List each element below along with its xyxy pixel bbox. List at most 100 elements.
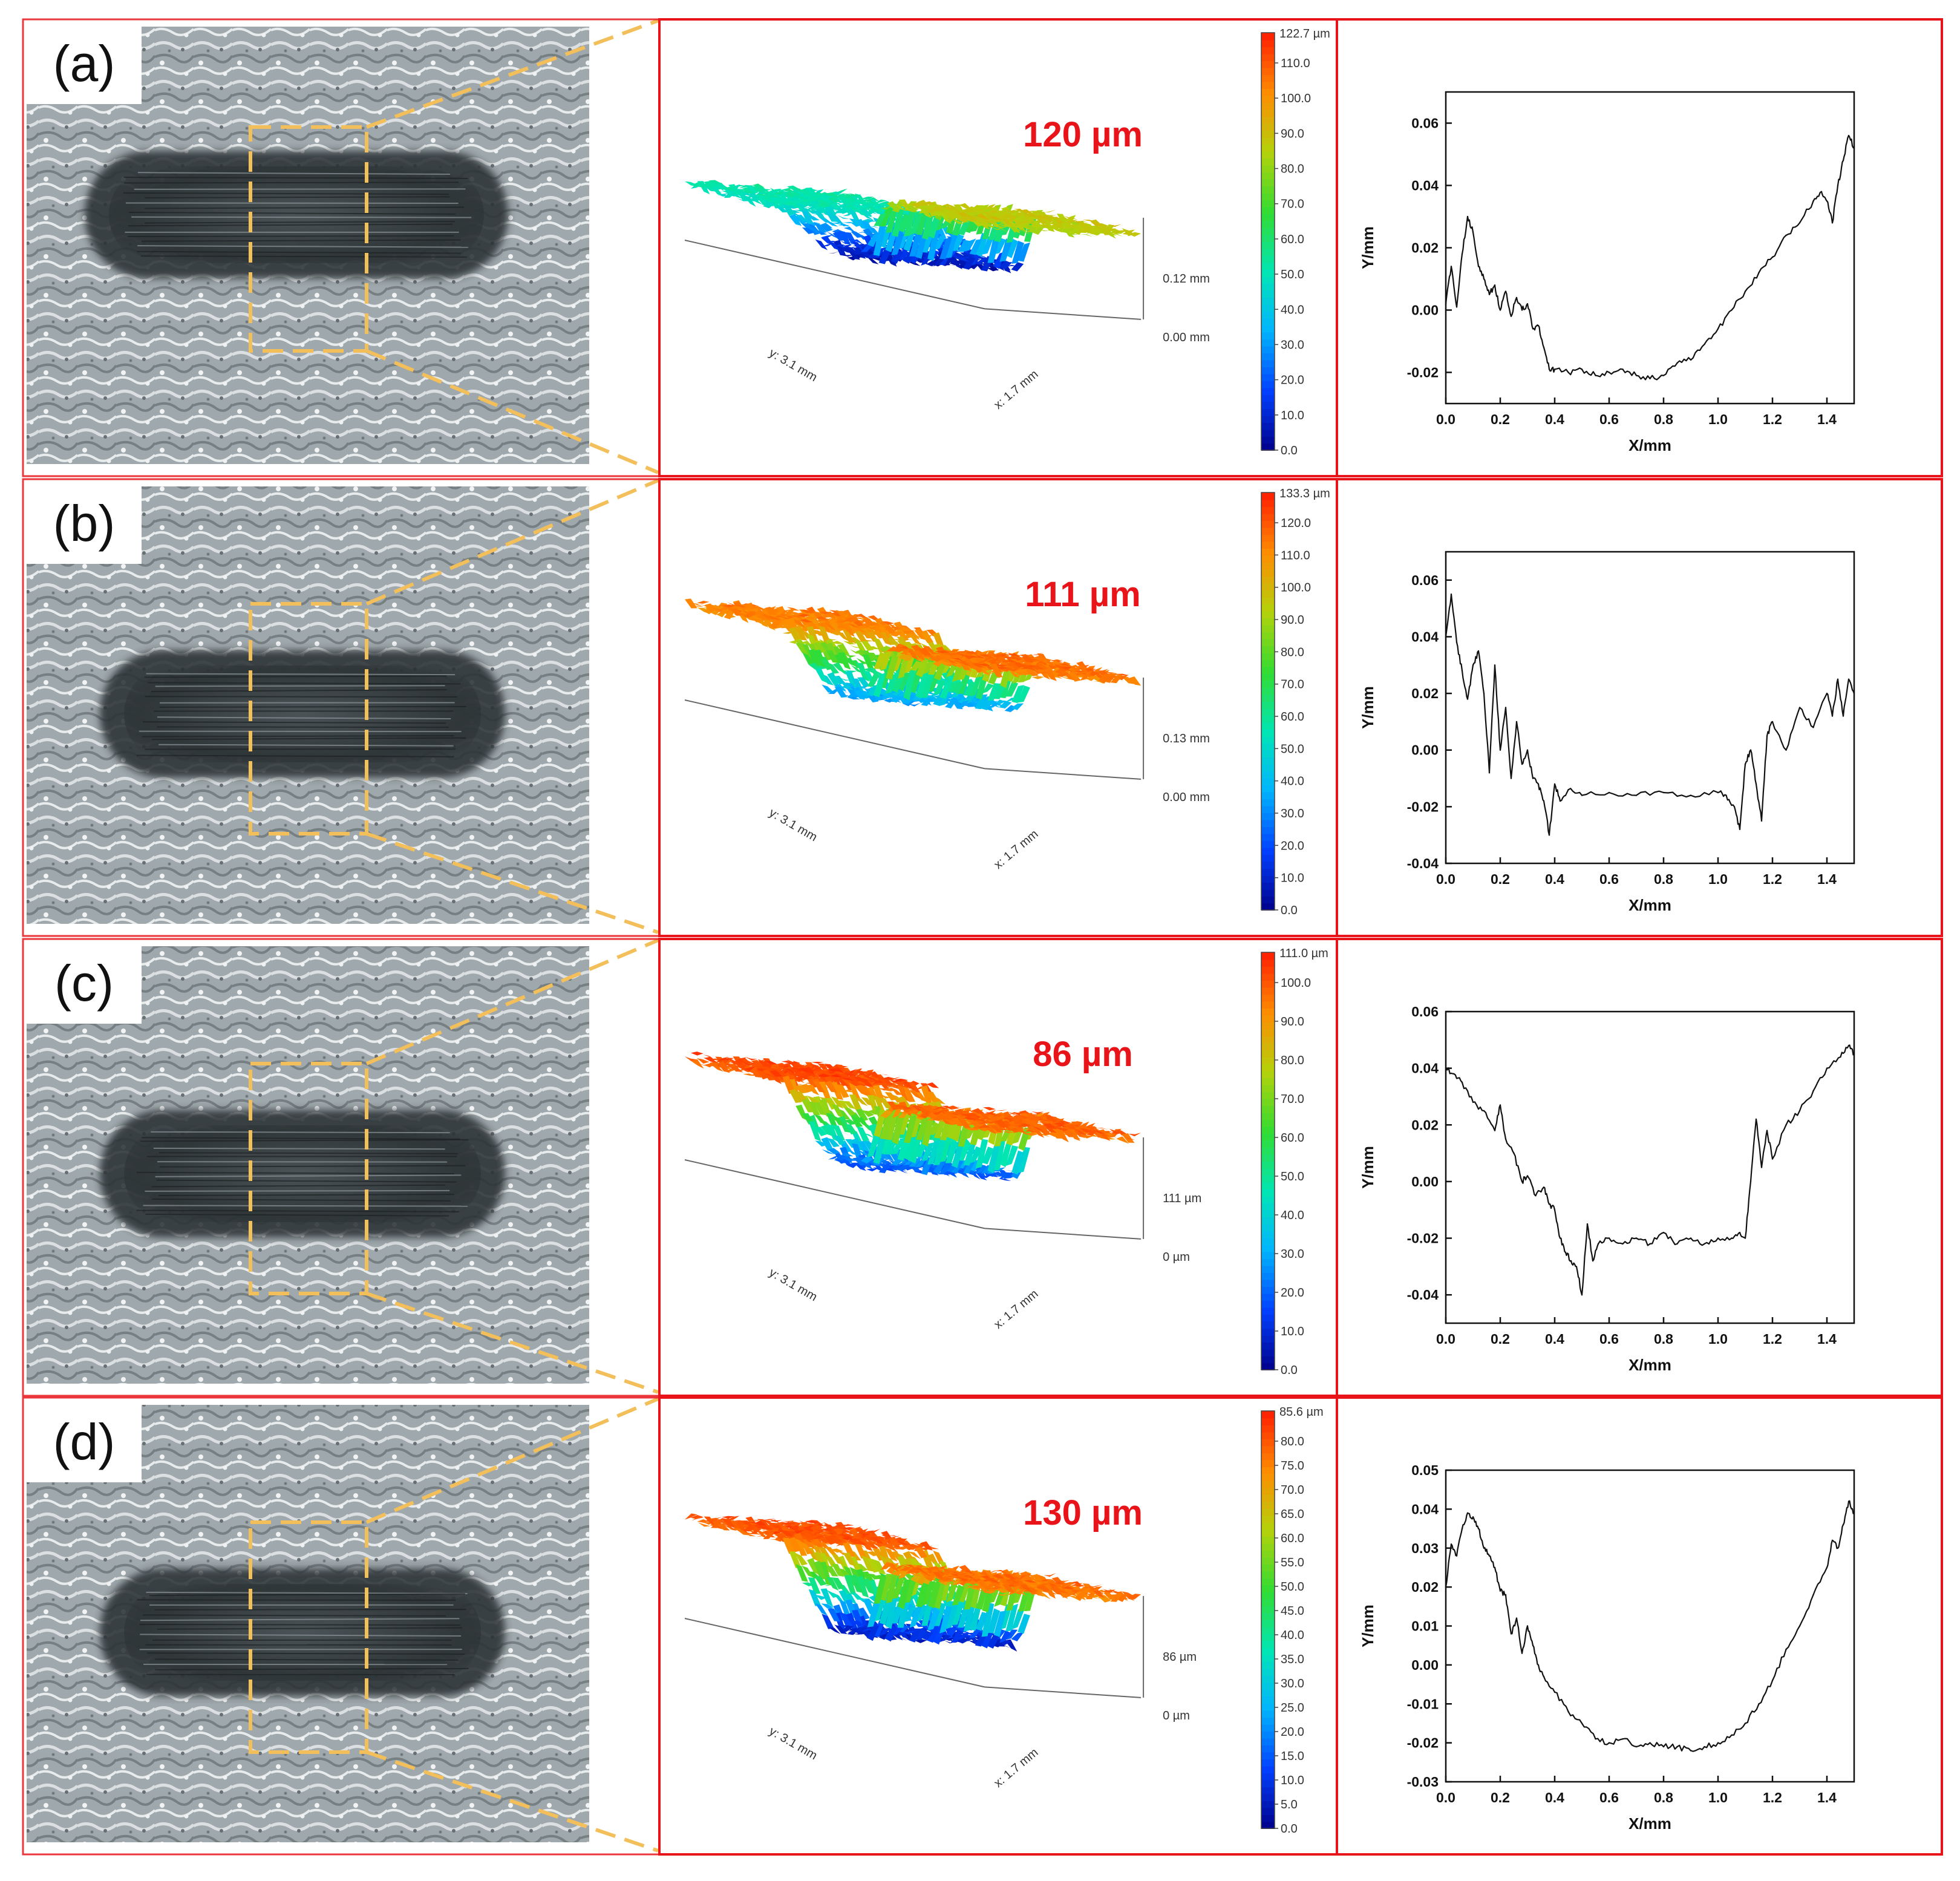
surface-cell [839, 240, 852, 244]
surface-cell [966, 207, 979, 213]
surface-cell [912, 1106, 925, 1108]
surface-cell [892, 208, 904, 237]
surface-cell [1019, 668, 1032, 675]
colorbar-segment [1261, 520, 1275, 528]
surface-cell [820, 1125, 834, 1137]
surface-cell [837, 1100, 850, 1110]
surface-cell [1018, 1123, 1031, 1127]
colorbar-segment [1261, 562, 1275, 570]
surface-cell [902, 1166, 915, 1170]
surface-cell [884, 1088, 897, 1091]
surface-cell [843, 630, 855, 643]
surface-y-axis-label: y: 3.1 mm [767, 806, 820, 844]
surface-cell [825, 1081, 837, 1093]
surface-cell [964, 1578, 977, 1610]
surface-cell [999, 260, 1012, 270]
surface-cell [857, 677, 870, 687]
surface-cell [861, 221, 875, 234]
surface-cell [975, 257, 988, 265]
profile-point [1461, 253, 1463, 255]
surface-cell [993, 1611, 1007, 1637]
colorbar-segment [1261, 666, 1275, 674]
surface-cell [822, 1530, 834, 1534]
colorbar-segment [1261, 813, 1275, 820]
surface-cell [818, 1525, 831, 1526]
surface-cell [857, 1533, 871, 1536]
colorbar-segment [1261, 436, 1275, 444]
colorbar-segment [1261, 708, 1275, 716]
surface-cell [872, 1079, 884, 1085]
surface-cell [863, 668, 875, 674]
colorbar-tick-label: 80.0 [1281, 163, 1304, 176]
surface-cell [891, 1139, 904, 1154]
surface-cell [815, 668, 828, 684]
colorbar-segment [1261, 513, 1275, 521]
surface-cell [1116, 1136, 1129, 1144]
surface-cell [993, 238, 1007, 255]
profile-point [1608, 371, 1610, 373]
wear-track-line [155, 1667, 469, 1670]
colorbar-segment [1261, 1036, 1275, 1044]
surface-cell [964, 1117, 977, 1120]
magnified-region-box [249, 1062, 368, 1295]
colorbar-segment [1261, 1209, 1275, 1217]
profile-point [1559, 1237, 1561, 1239]
surface-cell [1050, 227, 1063, 229]
surface-cell [962, 704, 975, 707]
surface-cell [909, 1090, 922, 1099]
surface-cell [1080, 234, 1093, 237]
profile-point [1771, 256, 1774, 258]
wear-track-line [123, 177, 468, 179]
profile-point [1483, 278, 1485, 280]
surface-cell [856, 1117, 869, 1127]
surface-cell [915, 676, 928, 698]
magnified-region-box [249, 125, 368, 353]
colorbar-segment [1261, 624, 1275, 632]
surface-cell [840, 245, 853, 249]
surface-cell [889, 1086, 902, 1090]
surface-cell [1068, 228, 1081, 235]
colorbar-segment [1261, 1286, 1275, 1294]
colorbar-segment [1261, 1168, 1275, 1176]
colorbar-segment [1261, 255, 1275, 263]
surface-cell [1110, 675, 1123, 684]
surface-axis-y [684, 1618, 985, 1688]
surface-cell [1062, 1130, 1075, 1137]
surface-cell [884, 1543, 897, 1552]
surface-cell [785, 195, 799, 199]
surface-cell [691, 1059, 704, 1069]
profile-point [1499, 1104, 1501, 1106]
surface-cell [871, 1537, 884, 1545]
surface-cell [939, 1165, 952, 1174]
surface-cell [927, 1139, 940, 1165]
surface-cell [1056, 1130, 1069, 1143]
surface-cell [996, 667, 1009, 670]
surface-cell [843, 641, 856, 645]
surface-cell [989, 226, 1002, 231]
surface-cell [730, 1066, 743, 1073]
surface-cell [939, 211, 952, 224]
surface-cell [952, 658, 965, 662]
surface-cell [685, 598, 697, 609]
profile-point [1445, 636, 1447, 638]
surface-cell [837, 223, 851, 227]
surface-cell [1034, 661, 1047, 666]
micrograph-panel-border [22, 938, 661, 1397]
surface-cell [803, 1067, 816, 1076]
colorbar-segment [1261, 1070, 1275, 1078]
panel-label: (a) [53, 35, 116, 92]
surface-cell [1042, 668, 1055, 672]
profile-point [1649, 1243, 1651, 1245]
colorbar-segment [1261, 499, 1275, 507]
colorbar-segment [1261, 74, 1275, 82]
surface-cell [975, 694, 988, 710]
surface-cell [814, 229, 828, 235]
surface-cell [958, 661, 972, 667]
colorbar-segment [1261, 241, 1275, 249]
surface-cell [933, 680, 946, 695]
surface-cell [946, 1119, 958, 1125]
surface-cell [963, 1601, 976, 1632]
profile-point [1543, 1186, 1545, 1188]
surface-cell [743, 1065, 756, 1071]
surface-cell [1051, 1577, 1065, 1585]
